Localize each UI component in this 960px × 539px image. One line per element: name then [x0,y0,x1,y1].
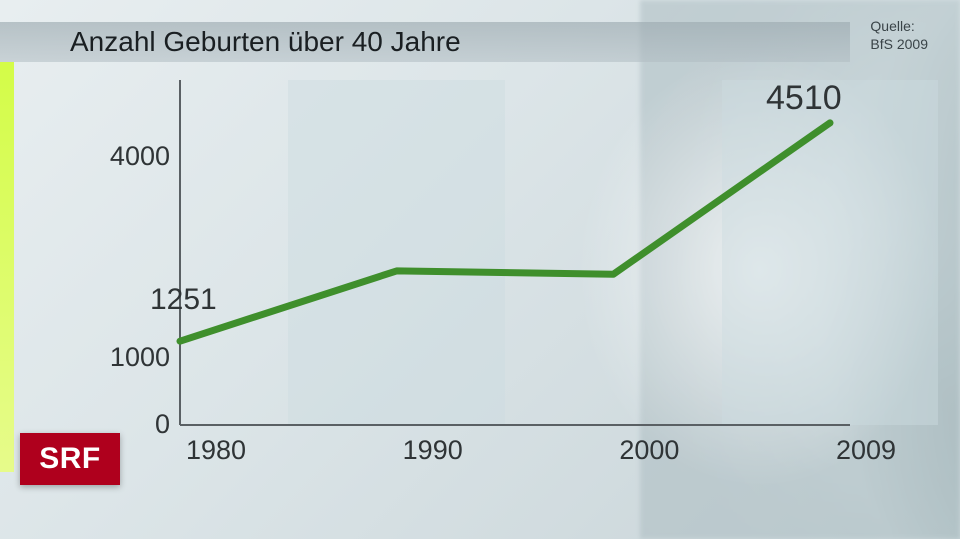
accent-strip [0,62,14,472]
source-label: Quelle: [870,18,928,36]
x-tick-label: 2000 [619,435,679,466]
data-callout: 4510 [766,79,842,118]
data-callout: 1251 [150,283,217,317]
srf-badge-text: SRF [39,442,101,476]
x-tick-label: 1980 [186,435,246,466]
y-tick-label: 0 [155,409,170,440]
x-tick-label: 1990 [403,435,463,466]
data-line [180,123,830,341]
srf-badge: SRF [20,433,120,485]
stage: Anzahl Geburten über 40 Jahre Quelle: Bf… [0,0,960,539]
source-credit: Quelle: BfS 2009 [870,18,928,53]
y-tick-label: 4000 [110,141,170,172]
source-value: BfS 2009 [870,36,928,54]
title-bar: Anzahl Geburten über 40 Jahre [0,22,850,62]
chart-area: 010004000198019902000200912514510 [60,70,860,490]
chart-title: Anzahl Geburten über 40 Jahre [70,26,461,58]
x-tick-label: 2009 [836,435,896,466]
chart-svg [60,70,860,490]
y-tick-label: 1000 [110,342,170,373]
